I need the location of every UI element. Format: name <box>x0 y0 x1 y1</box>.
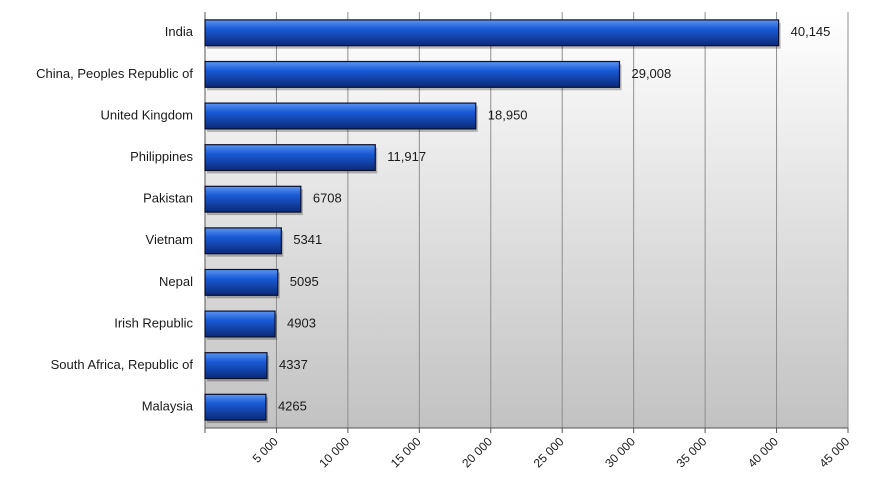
x-tick-label: 25 000 <box>531 434 567 470</box>
x-tick-label: 5 000 <box>250 434 281 465</box>
value-label: 29,008 <box>631 66 671 81</box>
bar-nepal <box>204 268 279 296</box>
value-label: 4265 <box>278 399 307 414</box>
bar-pakistan <box>204 185 302 213</box>
value-label: 4903 <box>287 315 316 330</box>
value-label: 4337 <box>279 357 308 372</box>
value-label: 5341 <box>293 232 322 247</box>
x-tick-label: 10 000 <box>316 434 352 470</box>
x-tick-label: 20 000 <box>459 434 495 470</box>
value-label: 40,145 <box>791 24 831 39</box>
bar-vietnam <box>204 227 282 255</box>
category-label: India <box>165 24 194 39</box>
x-tick-label: 15 000 <box>388 434 424 470</box>
value-label: 11,917 <box>387 149 426 164</box>
x-tick-label: 30 000 <box>602 434 638 470</box>
bar-philippines <box>204 144 376 172</box>
bar-south-africa-republic-of <box>204 352 268 380</box>
x-tick-label: 35 000 <box>674 434 710 470</box>
value-label: 6708 <box>313 191 342 206</box>
category-label: China, Peoples Republic of <box>36 66 193 81</box>
category-label: United Kingdom <box>101 107 194 122</box>
category-label: Irish Republic <box>114 315 193 330</box>
bar-irish-republic <box>204 310 276 338</box>
category-label: Vietnam <box>146 232 193 247</box>
category-label: Nepal <box>159 274 193 289</box>
bar-china-peoples-republic-of <box>204 60 621 88</box>
bar-malaysia <box>204 393 267 421</box>
x-tick-label: 40 000 <box>745 434 781 470</box>
bar-united-kingdom <box>204 102 477 130</box>
category-label: South Africa, Republic of <box>51 357 194 372</box>
value-label: 5095 <box>290 274 319 289</box>
value-label: 18,950 <box>488 107 528 122</box>
bar-india <box>204 19 780 47</box>
category-label: Pakistan <box>143 191 193 206</box>
x-tick-label: 45 000 <box>817 434 853 470</box>
category-label: Malaysia <box>142 399 194 414</box>
category-label: Philippines <box>130 149 193 164</box>
